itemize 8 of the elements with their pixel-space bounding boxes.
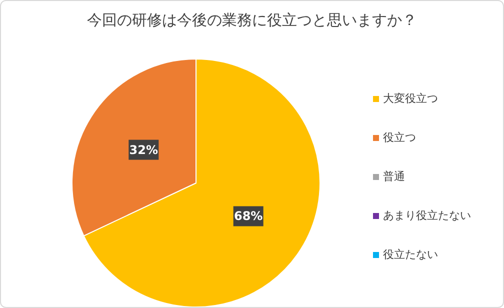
legend-label: 役立たない: [383, 247, 438, 262]
data-label: 68%: [234, 209, 263, 224]
data-label: 32%: [129, 142, 158, 157]
legend-label: あまり役立たない: [383, 208, 471, 223]
legend-label: 普通: [383, 169, 405, 184]
legend-label: 役立つ: [383, 130, 416, 145]
chart-title: 今回の研修は今後の業務に役立つと思いますか？: [86, 11, 418, 30]
legend-label: 大変役立つ: [383, 91, 438, 106]
